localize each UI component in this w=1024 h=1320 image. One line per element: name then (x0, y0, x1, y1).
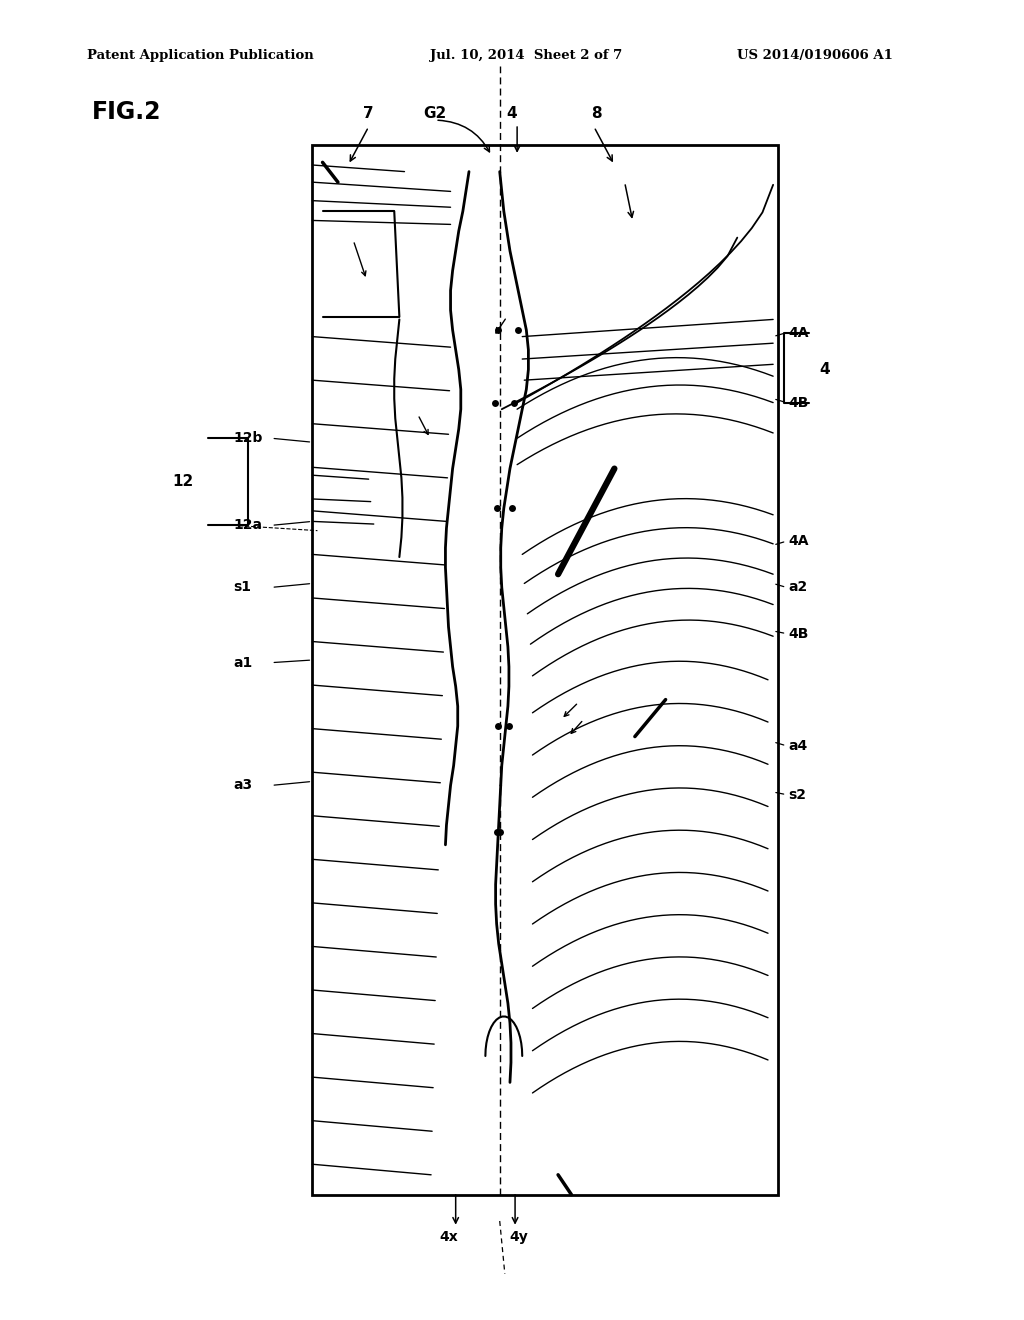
Text: 7: 7 (364, 106, 374, 121)
Text: 4: 4 (819, 362, 829, 378)
Text: 4A: 4A (788, 326, 809, 339)
Text: 4: 4 (507, 106, 517, 121)
Text: s1: s1 (233, 581, 252, 594)
Text: 4A: 4A (788, 535, 809, 548)
Bar (312, 145, 778, 1195)
Text: FIG.2: FIG.2 (92, 100, 162, 124)
Text: a2: a2 (788, 581, 808, 594)
Text: 12b: 12b (233, 432, 263, 445)
Text: s2: s2 (788, 788, 807, 801)
Text: 8: 8 (591, 106, 601, 121)
Text: 4y: 4y (510, 1230, 528, 1243)
Text: a4: a4 (788, 739, 808, 752)
Text: Jul. 10, 2014  Sheet 2 of 7: Jul. 10, 2014 Sheet 2 of 7 (430, 49, 623, 62)
Text: 12a: 12a (233, 519, 262, 532)
Text: a3: a3 (233, 779, 253, 792)
Text: G2: G2 (424, 106, 446, 121)
Text: US 2014/0190606 A1: US 2014/0190606 A1 (737, 49, 893, 62)
Text: 4B: 4B (788, 396, 809, 409)
Text: 4B: 4B (788, 627, 809, 640)
Text: 12: 12 (172, 474, 194, 490)
Text: 4x: 4x (439, 1230, 458, 1243)
Text: a1: a1 (233, 656, 253, 669)
Text: Patent Application Publication: Patent Application Publication (87, 49, 313, 62)
